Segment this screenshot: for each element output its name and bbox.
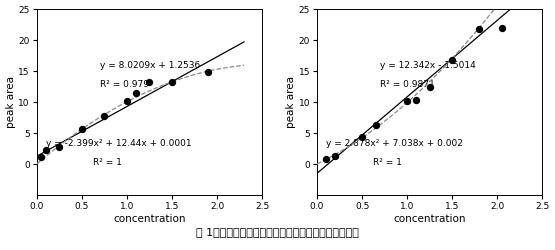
Text: R² = 1: R² = 1 [93, 158, 122, 167]
Text: R² = 1: R² = 1 [374, 158, 402, 167]
Point [497, 26, 506, 30]
Text: R² = 0.979: R² = 0.979 [100, 80, 149, 89]
Point [412, 98, 421, 102]
X-axis label: concentration: concentration [393, 214, 466, 224]
Point [100, 114, 109, 118]
Point [42, 148, 51, 152]
Point [37, 155, 46, 159]
Point [55, 145, 64, 149]
Point [425, 84, 434, 88]
Point [77, 127, 86, 131]
Point [448, 58, 457, 62]
Text: 図 1　上に凸の検量線（左）と下に凸の検量線（右）: 図 1 上に凸の検量線（左）と下に凸の検量線（右） [196, 228, 359, 237]
Point [123, 100, 132, 103]
Point [168, 80, 176, 84]
Text: R² = 0.9871: R² = 0.9871 [380, 80, 435, 89]
Point [145, 80, 154, 84]
Point [371, 123, 380, 127]
Text: y = 2.878x² + 7.038x + 0.002: y = 2.878x² + 7.038x + 0.002 [326, 139, 463, 148]
Text: y = 12.342x - 1.5014: y = 12.342x - 1.5014 [380, 61, 476, 70]
Point [475, 27, 484, 31]
Text: y = -2.399x² + 12.44x + 0.0001: y = -2.399x² + 12.44x + 0.0001 [46, 139, 191, 148]
Text: y = 8.0209x + 1.2536: y = 8.0209x + 1.2536 [100, 61, 200, 70]
Point [322, 157, 331, 161]
Point [204, 70, 213, 74]
Point [331, 154, 340, 158]
X-axis label: concentration: concentration [113, 214, 186, 224]
Y-axis label: peak area: peak area [286, 76, 296, 128]
Point [357, 135, 366, 139]
Y-axis label: peak area: peak area [6, 76, 16, 128]
Point [403, 100, 412, 103]
Point [132, 91, 140, 95]
